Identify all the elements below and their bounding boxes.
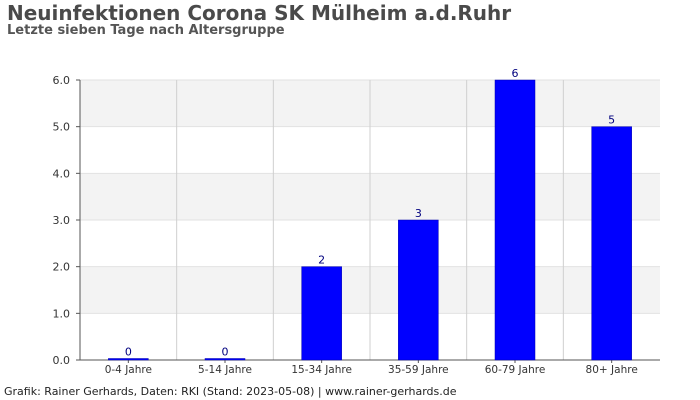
x-tick-label: 35-59 Jahre	[388, 364, 449, 376]
y-tick-label: 5.0	[53, 121, 71, 134]
chart-subtitle: Letzte sieben Tage nach Altersgruppe	[7, 23, 285, 38]
bar	[204, 358, 246, 361]
grid-lines	[80, 79, 660, 360]
x-tick-label: 15-34 Jahre	[291, 364, 352, 376]
data-labels: 0 0 2 3 6 5	[125, 67, 615, 359]
bar	[494, 79, 536, 361]
y-tick-labels: 0.0 1.0 2.0 3.0 4.0 5.0 6.0	[53, 74, 71, 367]
y-tick-label: 6.0	[53, 74, 71, 87]
y-tick-label: 2.0	[53, 261, 71, 274]
bar-value-label: 0	[222, 346, 229, 359]
footer-credit: Grafik: Rainer Gerhards, Daten: RKI (Sta…	[4, 385, 457, 398]
y-tick-label: 0.0	[53, 354, 71, 367]
bar	[301, 266, 342, 361]
axes	[76, 79, 660, 363]
y-tick-label: 3.0	[53, 214, 71, 227]
bar-value-label: 2	[318, 254, 325, 267]
bar-value-label: 3	[415, 207, 422, 220]
y-tick-label: 1.0	[53, 307, 71, 320]
x-tick-labels: 0-4 Jahre 5-14 Jahre 15-34 Jahre 35-59 Jahr…	[105, 364, 638, 376]
y-tick-label: 4.0	[53, 167, 71, 180]
x-tick-label: 5-14 Jahre	[198, 364, 252, 376]
bar	[108, 358, 149, 361]
bar-value-label: 6	[512, 67, 519, 80]
chart-title: Neuinfektionen Corona SK Mülheim a.d.Ruh…	[7, 1, 512, 25]
bar	[398, 219, 439, 361]
x-tick-label: 0-4 Jahre	[105, 364, 152, 376]
x-tick-label: 80+ Jahre	[586, 364, 638, 376]
bars	[108, 79, 632, 361]
bar-value-label: 0	[125, 346, 132, 359]
bar-value-label: 5	[608, 114, 615, 127]
x-tick-label: 60-79 Jahre	[485, 364, 546, 376]
bar	[591, 126, 632, 361]
